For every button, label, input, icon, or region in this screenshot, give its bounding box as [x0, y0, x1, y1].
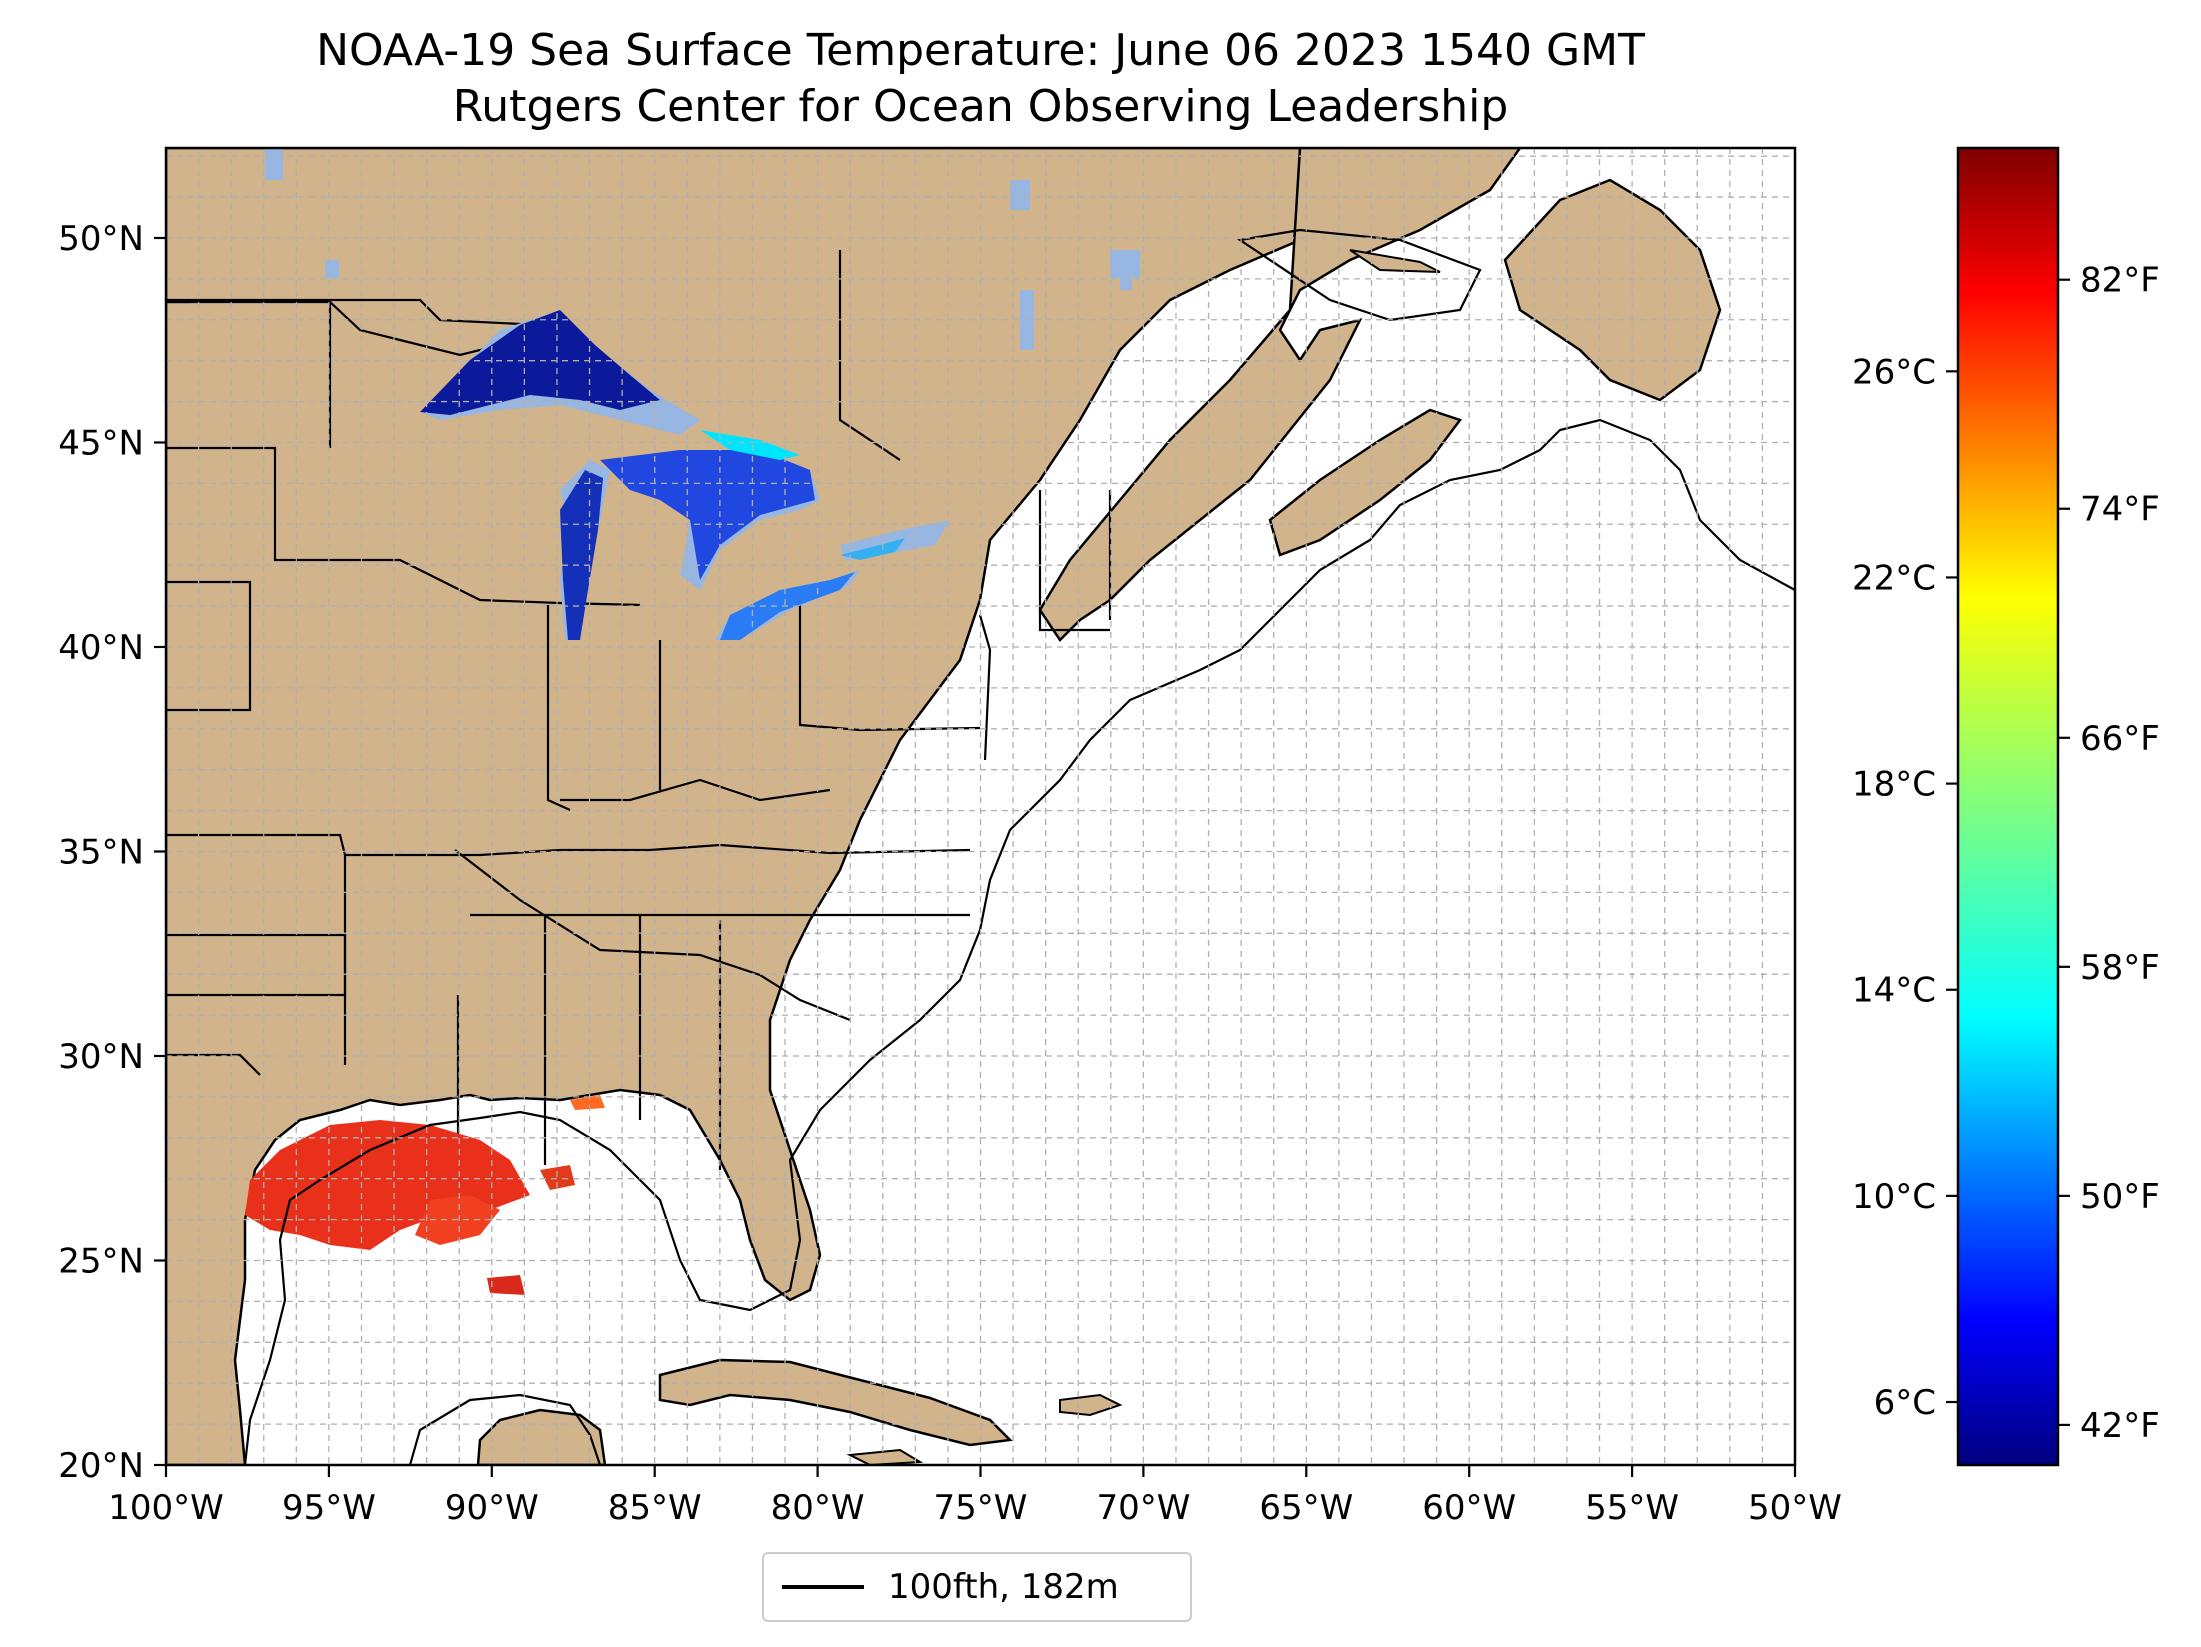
celsius-tick-label: 22°C [1852, 558, 1936, 598]
state-borders [166, 250, 1112, 1175]
land-north-america [166, 148, 1302, 1465]
lon-tick-label: 60°W [1422, 1488, 1516, 1528]
land-maritimes [1038, 148, 1522, 642]
lat-tick-label: 40°N [58, 628, 144, 668]
lon-tick-label: 70°W [1096, 1488, 1190, 1528]
lon-tick-label: 80°W [771, 1488, 865, 1528]
lat-tick-label: 20°N [58, 1446, 144, 1486]
land-hispaniola [1059, 1393, 1123, 1417]
celsius-tick-label: 26°C [1852, 352, 1936, 392]
land-cuba [658, 1358, 1013, 1447]
fahrenheit-tick-label: 66°F [2080, 719, 2160, 759]
lat-tick-label: 45°N [58, 423, 144, 463]
celsius-tick-label: 18°C [1852, 765, 1936, 805]
colorbar [1956, 146, 2060, 1467]
lon-tick-label: 85°W [608, 1488, 702, 1528]
land-newfoundland [1503, 178, 1722, 402]
map-subtitle: Rutgers Center for Ocean Observing Leade… [452, 81, 1509, 132]
lat-tick-label: 50°N [58, 219, 144, 259]
land-nova-scotia [1268, 408, 1463, 557]
lon-tick-label: 55°W [1585, 1488, 1679, 1528]
longitude-axis: 100°W 95°W 90°W 85°W 80°W 75°W 70°W 65°W 60°W 55°… [108, 1465, 1842, 1528]
lat-tick-label: 25°N [58, 1241, 144, 1281]
lat-tick-label: 30°N [58, 1037, 144, 1077]
lon-tick-label: 90°W [445, 1488, 539, 1528]
lon-tick-label: 50°W [1748, 1488, 1842, 1528]
map-title: NOAA-19 Sea Surface Temperature: June 06… [316, 25, 1645, 76]
land-anticosti [1349, 249, 1441, 273]
lon-tick-label: 75°W [934, 1488, 1028, 1528]
colorbar-celsius-axis: 6°C 10°C 14°C 18°C 22°C 26°C [1852, 352, 1958, 1423]
legend-label: 100fth, 182m [888, 1567, 1119, 1607]
fahrenheit-tick-label: 50°F [2080, 1177, 2160, 1217]
celsius-tick-label: 10°C [1852, 1177, 1936, 1217]
lat-tick-label: 35°N [58, 832, 144, 872]
lon-tick-label: 95°W [282, 1488, 376, 1528]
gridlines [166, 148, 1795, 1465]
lon-tick-label: 65°W [1259, 1488, 1353, 1528]
fahrenheit-tick-label: 74°F [2080, 490, 2160, 530]
lon-tick-label: 100°W [108, 1488, 224, 1528]
colorbar-fahrenheit-axis: 42°F 50°F 58°F 66°F 74°F 82°F [2058, 261, 2160, 1446]
celsius-tick-label: 14°C [1852, 971, 1936, 1011]
fahrenheit-tick-label: 82°F [2080, 261, 2160, 301]
sst-lakes [420, 310, 905, 640]
celsius-tick-label: 6°C [1874, 1383, 1936, 1423]
fahrenheit-tick-label: 58°F [2080, 948, 2160, 988]
legend: 100fth, 182m [762, 1552, 1192, 1622]
fahrenheit-tick-label: 42°F [2080, 1406, 2160, 1446]
latitude-axis: 20°N 25°N 30°N 35°N 40°N 45°N 50°N [58, 219, 166, 1486]
legend-line-swatch [782, 1585, 864, 1589]
